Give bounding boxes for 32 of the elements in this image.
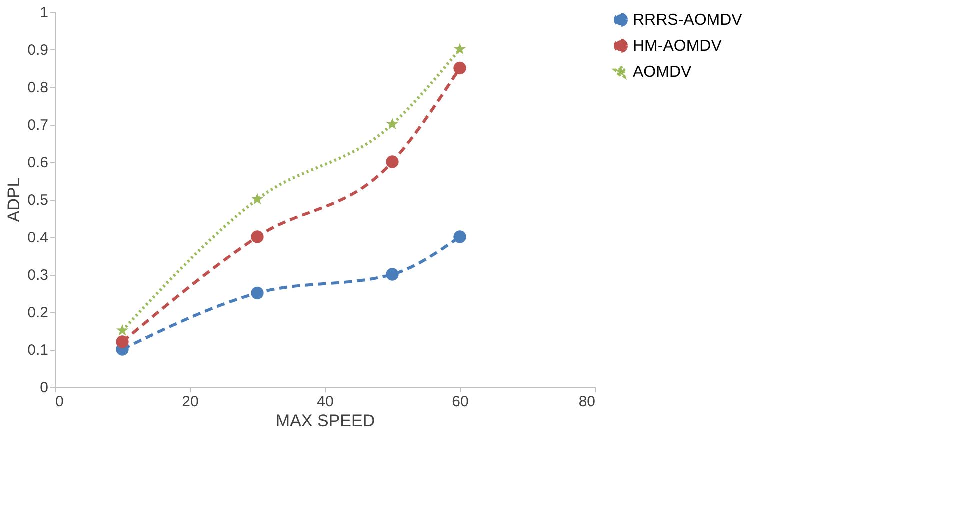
y-tick-label: 0 [40,380,48,396]
x-tick-label: 80 [578,394,596,410]
legend-label: HM-AOMDV [633,38,722,55]
point [251,286,264,300]
y-tick-label: 0.4 [28,230,48,246]
y-tick-label: 0.7 [28,117,48,134]
point [116,324,129,336]
legend-label: AOMDV [633,64,692,81]
y-tick-label: 1 [40,4,48,22]
point [386,118,399,130]
y-tick-label: 0.2 [28,304,48,322]
x-tick-label: 60 [452,394,469,410]
y-tick-label: 0.6 [28,154,48,172]
y-tick-label: 0.3 [28,267,48,284]
y-tick-label: 0.9 [28,42,48,59]
y-tick-label: 0.5 [28,192,48,209]
point [386,156,399,168]
point [386,268,399,281]
legend-label: RRRS-AOMDV [633,12,743,29]
y-tick-label: 0.1 [28,342,48,359]
x-tick-label: 40 [317,394,334,410]
point [116,336,129,348]
x-axis-title: MAX SPEED [276,412,376,430]
x-tick-label: 20 [182,394,199,410]
point [454,230,466,244]
y-axis-title: ADPL [4,178,24,222]
x-tick-label: 0 [56,394,64,410]
point [251,230,264,244]
point [251,193,264,205]
point [454,62,466,75]
point [454,43,466,55]
y-tick-label: 0.8 [28,80,48,96]
